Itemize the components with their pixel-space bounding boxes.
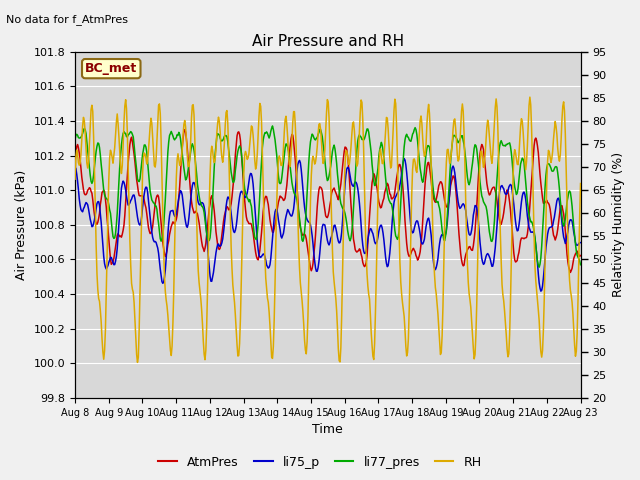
Y-axis label: Relativity Humidity (%): Relativity Humidity (%): [612, 152, 625, 298]
Title: Air Pressure and RH: Air Pressure and RH: [252, 34, 404, 49]
Legend: AtmPres, li75_p, li77_pres, RH: AtmPres, li75_p, li77_pres, RH: [154, 451, 486, 474]
Text: No data for f_AtmPres: No data for f_AtmPres: [6, 14, 129, 25]
Text: BC_met: BC_met: [85, 62, 138, 75]
Y-axis label: Air Pressure (kPa): Air Pressure (kPa): [15, 170, 28, 280]
X-axis label: Time: Time: [312, 423, 343, 436]
